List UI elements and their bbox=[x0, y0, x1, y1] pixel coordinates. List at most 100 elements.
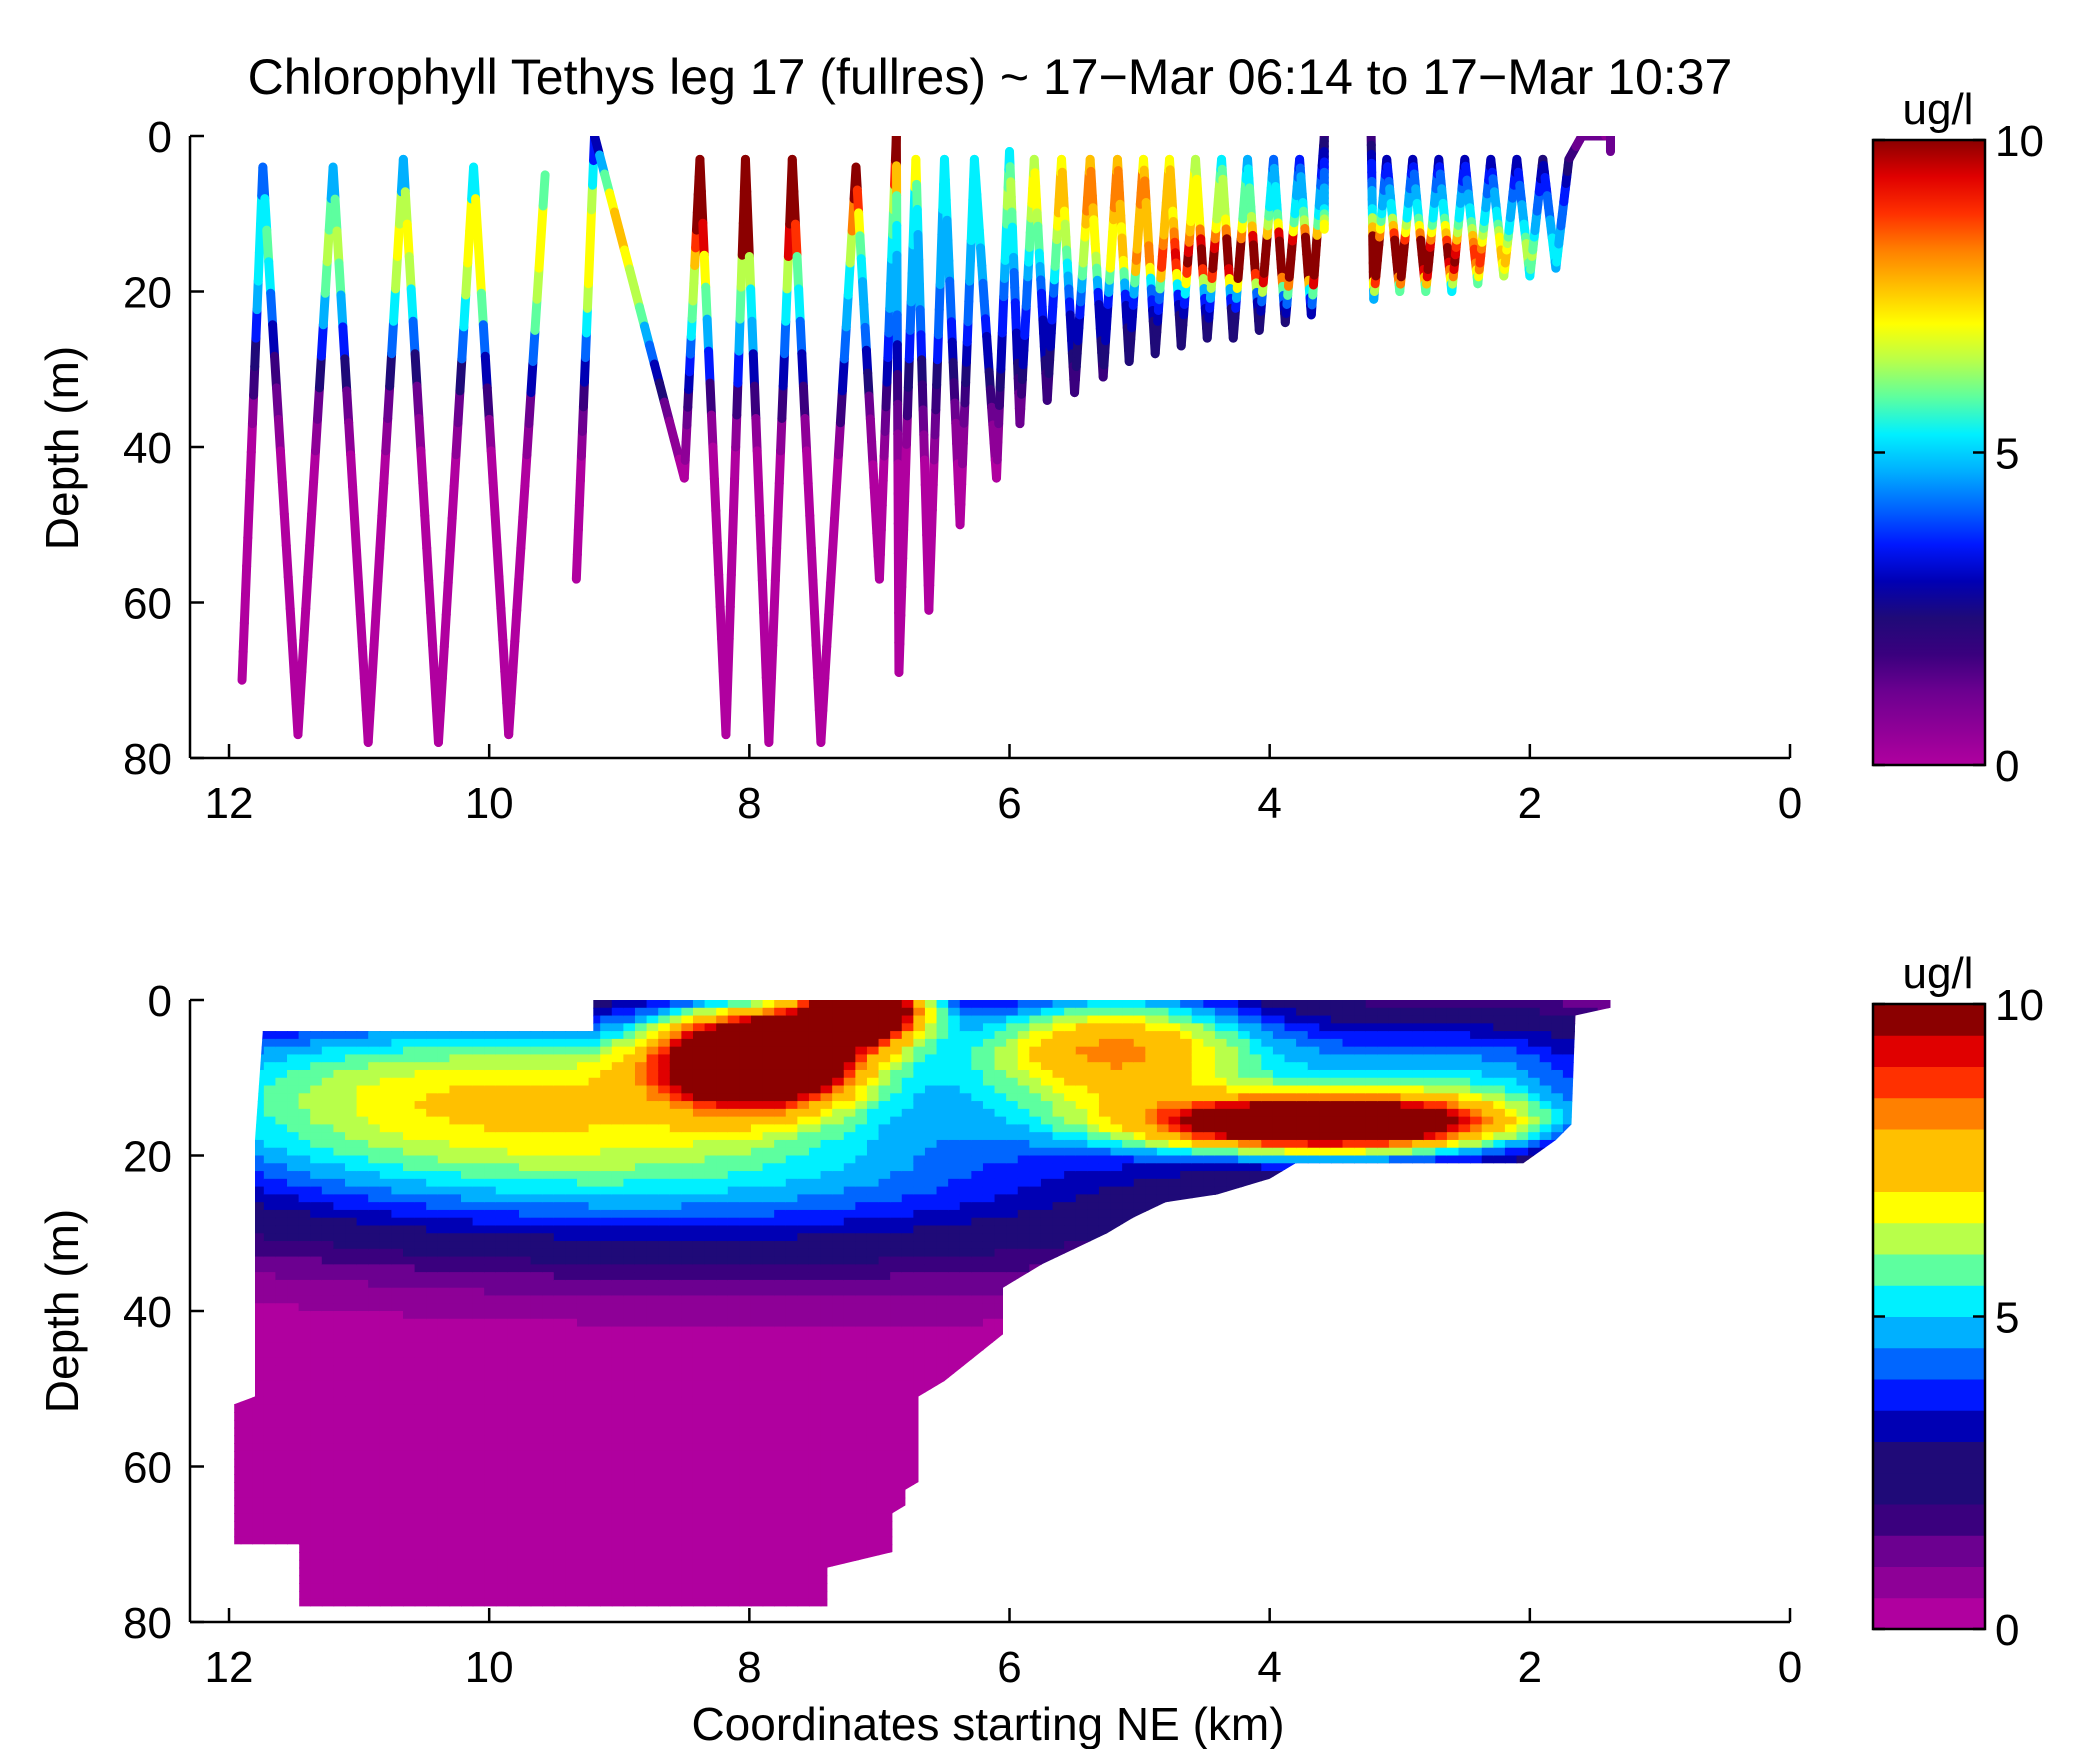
contour-cell bbox=[252, 1217, 265, 1227]
contour-cell bbox=[275, 1233, 288, 1242]
contour-cell bbox=[321, 1023, 335, 1032]
contour-cell bbox=[542, 1139, 555, 1149]
contour-cell bbox=[379, 1373, 393, 1382]
contour-cell bbox=[368, 1342, 381, 1351]
contour-cell bbox=[461, 1031, 474, 1040]
contour-cell bbox=[263, 1326, 277, 1336]
contour-cell bbox=[414, 1194, 428, 1203]
contour-cell bbox=[530, 1318, 543, 1328]
contour-cell bbox=[298, 1458, 312, 1468]
contour-cell bbox=[600, 1583, 613, 1592]
contour-cell bbox=[437, 1450, 451, 1460]
contour-cell bbox=[379, 1015, 393, 1025]
contour-cell bbox=[391, 1365, 404, 1374]
contour-cell bbox=[333, 1435, 346, 1444]
contour-cell bbox=[634, 1248, 648, 1258]
contour-cell bbox=[669, 1575, 683, 1584]
contour-cell bbox=[727, 1303, 741, 1312]
profile-segment bbox=[826, 546, 838, 588]
contour-cell bbox=[750, 1108, 764, 1118]
contour-cell bbox=[704, 1380, 717, 1390]
profile-segment bbox=[340, 354, 352, 396]
contour-cell bbox=[600, 1031, 613, 1040]
contour-cell bbox=[391, 1311, 404, 1320]
contour-cell bbox=[658, 1404, 671, 1413]
contour-cell bbox=[287, 1015, 300, 1025]
contour-cell bbox=[403, 1186, 416, 1196]
profile-segment bbox=[363, 705, 375, 747]
contour-cell bbox=[321, 1108, 335, 1118]
contour-cell bbox=[634, 1575, 648, 1584]
contour-cell bbox=[310, 1023, 323, 1032]
profile-segment bbox=[392, 219, 404, 262]
contour-cell bbox=[391, 1272, 404, 1281]
contour-cell bbox=[426, 1513, 439, 1522]
contour-cell bbox=[530, 1116, 543, 1126]
contour-cell bbox=[333, 1023, 346, 1032]
contour-cell bbox=[345, 1412, 358, 1421]
contour-cell bbox=[565, 1497, 578, 1507]
contour-cell bbox=[321, 1334, 335, 1343]
contour-cell bbox=[298, 1466, 312, 1476]
contour-cell bbox=[646, 1334, 659, 1343]
contour-cell bbox=[287, 1326, 300, 1336]
contour-cell bbox=[263, 1279, 277, 1289]
contour-cell bbox=[426, 1256, 439, 1266]
contour-cell bbox=[669, 1233, 683, 1242]
contour-cell bbox=[553, 1248, 567, 1258]
contour-cell bbox=[345, 1171, 358, 1180]
contour-cell bbox=[333, 1295, 346, 1305]
contour-cell bbox=[739, 1380, 752, 1390]
contour-cell bbox=[611, 1077, 625, 1087]
contour-cell bbox=[449, 1062, 462, 1071]
contour-cell bbox=[484, 1598, 497, 1607]
contour-cell bbox=[484, 1552, 497, 1561]
contour-cell bbox=[234, 1295, 242, 1305]
contour-cell bbox=[426, 1171, 439, 1180]
contour-cell bbox=[298, 1435, 312, 1444]
contour-cell bbox=[461, 1241, 474, 1250]
contour-cell bbox=[234, 1178, 242, 1188]
profile-segment bbox=[770, 543, 782, 585]
profile-segment bbox=[787, 154, 799, 197]
contour-cell bbox=[739, 1474, 752, 1483]
contour-cell bbox=[623, 1186, 636, 1196]
contour-cell bbox=[669, 1031, 683, 1040]
contour-cell bbox=[263, 1085, 277, 1095]
contour-cell bbox=[727, 1101, 741, 1110]
contour-cell bbox=[727, 1000, 741, 1009]
contour-cell bbox=[611, 1124, 625, 1133]
contour-cell bbox=[669, 1318, 683, 1328]
contour-cell bbox=[234, 1171, 242, 1180]
contour-cell bbox=[252, 1458, 265, 1468]
contour-cell bbox=[275, 1085, 288, 1095]
contour-cell bbox=[623, 1178, 636, 1188]
contour-cell bbox=[461, 1334, 474, 1343]
contour-cell bbox=[437, 1419, 451, 1429]
contour-cell bbox=[252, 1000, 265, 1009]
contour-cell bbox=[576, 1217, 590, 1227]
profile-segment bbox=[744, 252, 756, 294]
contour-cell bbox=[658, 1357, 671, 1367]
contour-cell bbox=[669, 1536, 683, 1546]
contour-cell bbox=[368, 1108, 381, 1118]
contour-cell bbox=[646, 1590, 659, 1600]
contour-cell bbox=[669, 1520, 683, 1530]
contour-cell bbox=[658, 1248, 671, 1258]
contour-cell bbox=[692, 1171, 706, 1180]
contour-cell bbox=[368, 1590, 381, 1600]
contour-cell bbox=[658, 1132, 671, 1141]
contour-cell bbox=[263, 1419, 277, 1429]
contour-cell bbox=[321, 1202, 335, 1211]
contour-cell bbox=[704, 1279, 717, 1289]
profile-segment bbox=[365, 673, 377, 715]
contour-cell bbox=[646, 1202, 659, 1211]
contour-cell bbox=[600, 1559, 613, 1569]
contour-cell bbox=[658, 1544, 671, 1553]
contour-cell bbox=[565, 1046, 578, 1056]
contour-cell bbox=[263, 1139, 277, 1149]
contour-cell bbox=[449, 1007, 462, 1017]
contour-cell bbox=[553, 1334, 567, 1343]
contour-cell bbox=[449, 1186, 462, 1196]
contour-cell bbox=[681, 1225, 694, 1235]
